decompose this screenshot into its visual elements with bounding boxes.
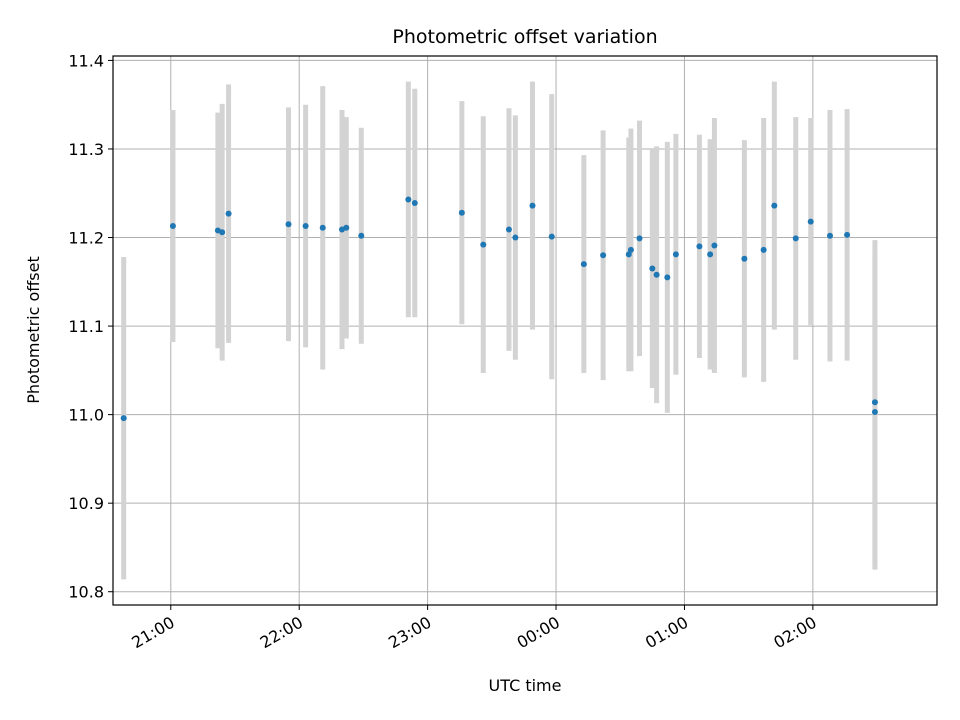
data-point xyxy=(343,224,350,231)
data-point xyxy=(871,399,878,406)
data-point xyxy=(672,251,679,258)
data-point xyxy=(529,202,536,209)
data-point xyxy=(771,202,778,209)
data-point xyxy=(120,415,127,422)
data-point xyxy=(807,218,814,225)
y-tick-label: 10.8 xyxy=(68,583,104,602)
y-tick-label: 11.3 xyxy=(68,140,104,159)
x-axis-label: UTC time xyxy=(489,676,562,695)
data-point xyxy=(664,274,671,281)
data-point xyxy=(358,232,365,239)
data-point xyxy=(649,265,656,272)
data-point xyxy=(696,243,703,250)
y-tick-label: 10.9 xyxy=(68,494,104,513)
data-point xyxy=(169,223,176,230)
y-axis-ticks: 10.8 10.9 11.0 11.1 11.2 11.3 11.4 xyxy=(68,51,113,602)
y-tick-label: 11.4 xyxy=(68,51,104,70)
data-points xyxy=(120,196,878,422)
data-point xyxy=(653,271,660,278)
data-point xyxy=(411,199,418,206)
data-point xyxy=(792,235,799,242)
plot-frame xyxy=(112,55,938,606)
y-tick-label: 11.0 xyxy=(68,406,104,425)
data-point xyxy=(285,221,292,228)
data-point xyxy=(711,242,718,249)
data-point xyxy=(600,252,607,259)
data-point xyxy=(302,223,309,230)
data-point xyxy=(512,234,519,241)
data-point xyxy=(219,229,226,236)
data-point xyxy=(636,235,643,242)
data-point xyxy=(627,246,634,253)
data-point xyxy=(707,251,714,258)
data-point xyxy=(405,196,412,203)
y-tick-label: 11.1 xyxy=(68,317,104,336)
data-point xyxy=(505,226,512,233)
data-point xyxy=(826,232,833,239)
data-point xyxy=(225,210,232,217)
data-point xyxy=(844,231,851,238)
data-point xyxy=(480,241,487,248)
y-axis-label: Photometric offset xyxy=(24,256,43,404)
data-point xyxy=(319,224,326,231)
data-point xyxy=(760,246,767,253)
data-point xyxy=(458,209,465,216)
data-point xyxy=(741,255,748,262)
data-point xyxy=(871,408,878,415)
y-tick-label: 11.2 xyxy=(68,229,104,248)
data-point xyxy=(548,233,555,240)
chart-title: Photometric offset variation xyxy=(392,26,657,48)
data-point xyxy=(580,261,587,268)
